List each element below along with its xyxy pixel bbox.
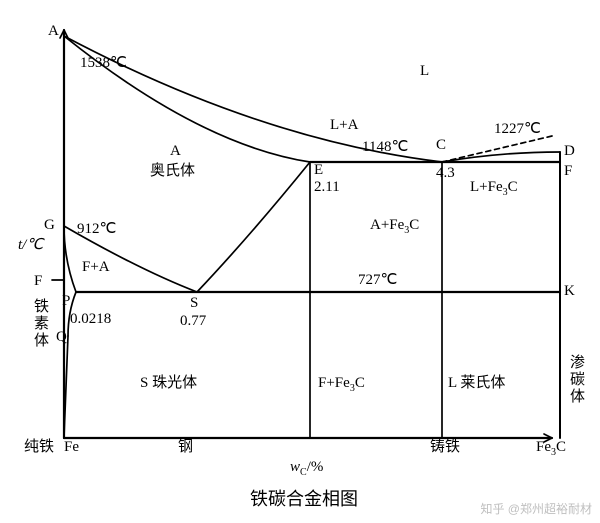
pt-Q: Q bbox=[56, 330, 67, 345]
pt-A: A bbox=[48, 24, 59, 39]
pt-K: K bbox=[564, 284, 575, 299]
diagram-title: 铁碳合金相图 bbox=[250, 490, 358, 508]
region-L: L bbox=[420, 64, 429, 79]
x-axis-label: wC/% bbox=[290, 460, 323, 478]
pt-P: P bbox=[62, 294, 70, 309]
pt-F-right: F bbox=[564, 164, 572, 179]
pt-S: S bbox=[190, 296, 198, 311]
pt-C: C bbox=[436, 138, 446, 153]
conc-S: 0.77 bbox=[180, 314, 206, 329]
label-cementite: 渗碳体 bbox=[568, 354, 583, 405]
conc-C: 4.3 bbox=[436, 166, 455, 181]
region-A-cn: 奥氏体 bbox=[150, 164, 195, 179]
x-mid-label2: 铸铁 bbox=[430, 440, 460, 455]
x-mid-label1: 钢 bbox=[178, 440, 193, 455]
region-AplusFe3C: A+Fe3C bbox=[370, 218, 419, 236]
region-L-ledeburite: L 莱氏体 bbox=[448, 376, 505, 391]
x-right-label: Fe3C bbox=[536, 440, 566, 458]
region-S-pearlite: S 珠光体 bbox=[140, 376, 197, 391]
temp-G: 912℃ bbox=[77, 222, 116, 237]
region-LplusA: L+A bbox=[330, 118, 358, 133]
conc-E: 2.11 bbox=[314, 180, 340, 195]
temp-D: 1227℃ bbox=[494, 122, 541, 137]
pt-E: E bbox=[314, 163, 323, 178]
watermark: 知乎 @郑州超裕耐材 bbox=[480, 500, 592, 517]
y-axis-label: t/℃ bbox=[18, 238, 43, 253]
region-A: A bbox=[170, 144, 181, 159]
pt-F-left: F bbox=[34, 274, 42, 289]
label-ferrite: 铁素体 bbox=[32, 298, 47, 349]
region-FplusFe3C: F+Fe3C bbox=[318, 376, 365, 394]
x-origin: Fe bbox=[64, 440, 79, 455]
region-LplusFe3C: L+Fe3C bbox=[470, 180, 518, 198]
x-left-label: 纯铁 bbox=[24, 440, 54, 455]
conc-P: 0.0218 bbox=[70, 312, 111, 327]
temp-A: 1538℃ bbox=[80, 56, 127, 71]
temp-CE: 1148℃ bbox=[362, 140, 408, 155]
pt-G: G bbox=[44, 218, 55, 233]
temp-PK: 727℃ bbox=[358, 273, 397, 288]
region-FplusA: F+A bbox=[82, 260, 110, 275]
pt-D: D bbox=[564, 144, 575, 159]
